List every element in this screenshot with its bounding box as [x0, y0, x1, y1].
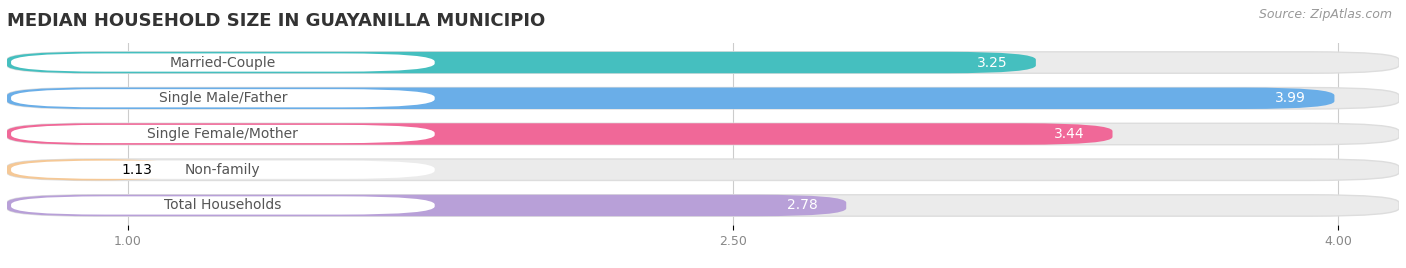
- FancyBboxPatch shape: [11, 196, 434, 215]
- Text: Source: ZipAtlas.com: Source: ZipAtlas.com: [1258, 8, 1392, 21]
- FancyBboxPatch shape: [7, 195, 846, 216]
- FancyBboxPatch shape: [7, 159, 180, 180]
- Text: 1.13: 1.13: [121, 163, 152, 177]
- FancyBboxPatch shape: [11, 125, 434, 143]
- FancyBboxPatch shape: [11, 53, 434, 72]
- FancyBboxPatch shape: [7, 123, 1399, 145]
- Text: 3.99: 3.99: [1275, 91, 1306, 105]
- FancyBboxPatch shape: [11, 89, 434, 107]
- Text: MEDIAN HOUSEHOLD SIZE IN GUAYANILLA MUNICIPIO: MEDIAN HOUSEHOLD SIZE IN GUAYANILLA MUNI…: [7, 12, 546, 30]
- Text: Married-Couple: Married-Couple: [170, 55, 276, 69]
- Text: 2.78: 2.78: [787, 199, 818, 213]
- FancyBboxPatch shape: [7, 159, 1399, 180]
- FancyBboxPatch shape: [7, 52, 1036, 73]
- Text: 3.44: 3.44: [1053, 127, 1084, 141]
- Text: Total Households: Total Households: [165, 199, 281, 213]
- FancyBboxPatch shape: [7, 123, 1112, 145]
- FancyBboxPatch shape: [7, 88, 1334, 109]
- Text: Single Female/Mother: Single Female/Mother: [148, 127, 298, 141]
- Text: Single Male/Father: Single Male/Father: [159, 91, 287, 105]
- Text: 3.25: 3.25: [977, 55, 1008, 69]
- Text: Non-family: Non-family: [186, 163, 260, 177]
- FancyBboxPatch shape: [11, 161, 434, 179]
- FancyBboxPatch shape: [7, 88, 1399, 109]
- FancyBboxPatch shape: [7, 195, 1399, 216]
- FancyBboxPatch shape: [7, 52, 1399, 73]
